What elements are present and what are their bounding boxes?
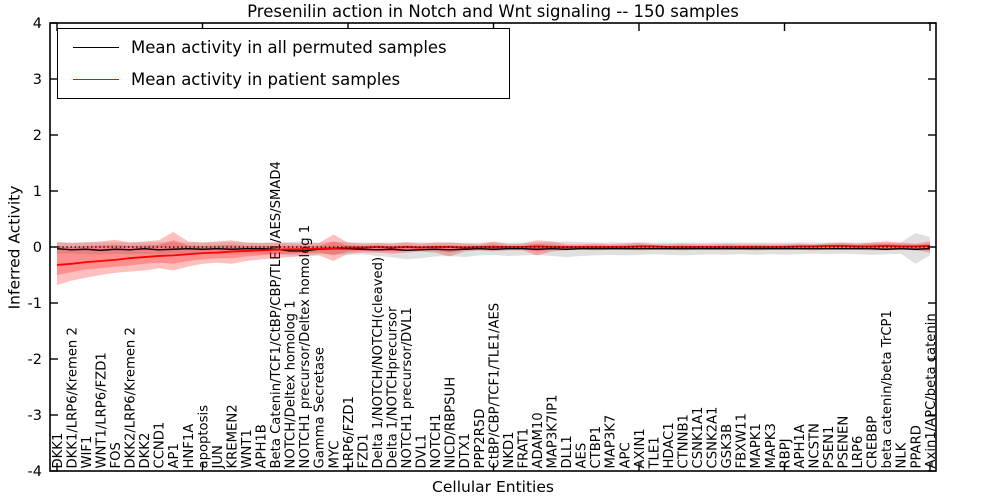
x-tick-label: PPP2R5D	[473, 409, 488, 469]
x-tick-label: NOTCH1 precursor/Deltex homolog 1	[298, 225, 313, 469]
x-tick-label: NOTCH/Deltex homolog 1	[284, 300, 299, 468]
x-tick-label: LRP6	[851, 436, 866, 469]
x-tick-label: MAP3K7	[604, 415, 619, 469]
x-tick-label: MAPK1	[749, 423, 764, 468]
x-tick-label: Axin1/APC/beta catenin	[924, 313, 939, 468]
x-tick-label: HDAC1	[662, 422, 677, 468]
x-axis-label: Cellular Entities	[432, 478, 554, 496]
x-tick-label: beta catenin/beta TrCP1	[880, 310, 895, 468]
x-tick-label: Delta 1/NOTCHprecursor	[385, 306, 400, 468]
x-tick-label: AXIN1	[633, 428, 648, 468]
x-tick-label: MYC	[327, 441, 342, 469]
x-tick-label: PSENEN	[837, 416, 852, 469]
x-tick-label: Beta Catenin/TCF1/CtBP/CBP/TLE1/AES/SMAD…	[269, 161, 284, 468]
x-tick-label: WNT1	[240, 429, 255, 468]
x-tick-label: CTNNB1	[676, 414, 691, 468]
x-tick-label: FBXW11	[735, 413, 750, 469]
x-tick-label: CtBP/CBP/TCF1/TLE1/AES	[487, 303, 502, 469]
x-tick-label: apoptosis	[196, 405, 211, 469]
x-tick-label: WIF1	[80, 436, 95, 469]
x-tick-label: AP1	[167, 443, 182, 468]
x-tick-label: APH1A	[793, 424, 808, 468]
legend-label-permuted: Mean activity in all permuted samples	[131, 38, 447, 58]
x-tick-label: Delta 1/NOTCH/NOTCH(cleaved)	[371, 257, 386, 469]
x-tick-label: ADAM10	[531, 412, 546, 468]
x-tick-label: NOTCH1	[429, 413, 444, 468]
y-tick-label: 4	[33, 16, 42, 32]
x-tick-label: KREMEN2	[225, 404, 240, 468]
chart-title: Presenilin action in Notch and Wnt signa…	[247, 2, 739, 21]
x-tick-label: FRAT1	[516, 428, 531, 469]
x-tick-label: DKK2	[138, 433, 153, 469]
x-tick-label: FZD1	[356, 433, 371, 468]
x-tick-label: CCND1	[153, 422, 168, 469]
band-patient-samples-range-inner	[57, 240, 930, 275]
x-tick-label: MAPK3	[764, 423, 779, 468]
x-tick-label: NLK	[895, 442, 910, 468]
band-patient-samples-range-outer	[57, 231, 930, 286]
legend: Mean activity in all permuted samples Me…	[57, 28, 510, 99]
x-tick-label: PPARD	[909, 425, 924, 468]
legend-entry-permuted: Mean activity in all permuted samples	[58, 38, 509, 57]
x-tick-label: DLL1	[560, 435, 575, 468]
y-tick-label: 3	[33, 72, 42, 88]
x-tick-label: CREBBP	[866, 416, 881, 469]
x-tick-label: CSNK1A1	[691, 407, 706, 469]
x-tick-label: DKK1/LRP6/Kremen 2	[65, 327, 80, 468]
y-tick-label: -4	[28, 464, 42, 480]
x-tick-label: DVL1	[415, 434, 430, 469]
x-tick-label: FOS	[109, 442, 124, 468]
x-tick-label: GSK3B	[720, 424, 735, 469]
x-tick-label: AES	[575, 443, 590, 469]
x-tick-label: MAP3K7IP1	[546, 394, 561, 468]
x-tick-label: TLE1	[647, 436, 662, 469]
x-tick-label: WNT1/LRP6/FZD1	[94, 352, 109, 468]
x-tick-label: NCSTN	[807, 423, 822, 468]
band-permuted-samples-range	[57, 233, 930, 264]
x-tick-label: RBPJ	[778, 438, 793, 468]
x-tick-label: APH1B	[255, 424, 270, 468]
x-tick-label: APC	[618, 442, 633, 468]
x-tick-label: CSNK2A1	[706, 407, 721, 469]
legend-line-permuted-icon	[73, 47, 119, 49]
x-tick-label: DKK2/LRP6/Kremen 2	[124, 327, 139, 468]
series-line-permuted	[56, 247, 931, 252]
x-tick-label: DTX1	[458, 433, 473, 469]
y-tick-label: 1	[33, 184, 42, 200]
y-tick-label: 0	[33, 240, 42, 256]
legend-line-patient-icon	[73, 78, 119, 80]
legend-entry-patient: Mean activity in patient samples	[58, 70, 509, 89]
x-tick-label: NICD/RBPSUH	[444, 377, 459, 469]
y-tick-label: 2	[33, 128, 42, 144]
x-tick-label: PSEN1	[822, 426, 837, 469]
legend-label-patient: Mean activity in patient samples	[131, 69, 401, 89]
x-tick-label: NKD1	[502, 431, 517, 468]
x-tick-label: CTBP1	[589, 426, 604, 469]
x-tick-label: DKK1	[51, 433, 66, 469]
y-tick-label: -3	[28, 408, 42, 424]
x-tick-label: LRP6/FZD1	[342, 396, 357, 468]
y-tick-label: -2	[28, 352, 42, 368]
x-tick-label: Gamma Secretase	[313, 347, 328, 468]
x-tick-label: JUN	[211, 445, 226, 469]
y-axis-label: Inferred Activity	[5, 185, 24, 310]
x-tick-label: NOTCH1 precursor/DVL1	[400, 307, 415, 468]
y-tick-label: -1	[28, 296, 42, 312]
x-tick-label: HNF1A	[182, 424, 197, 469]
